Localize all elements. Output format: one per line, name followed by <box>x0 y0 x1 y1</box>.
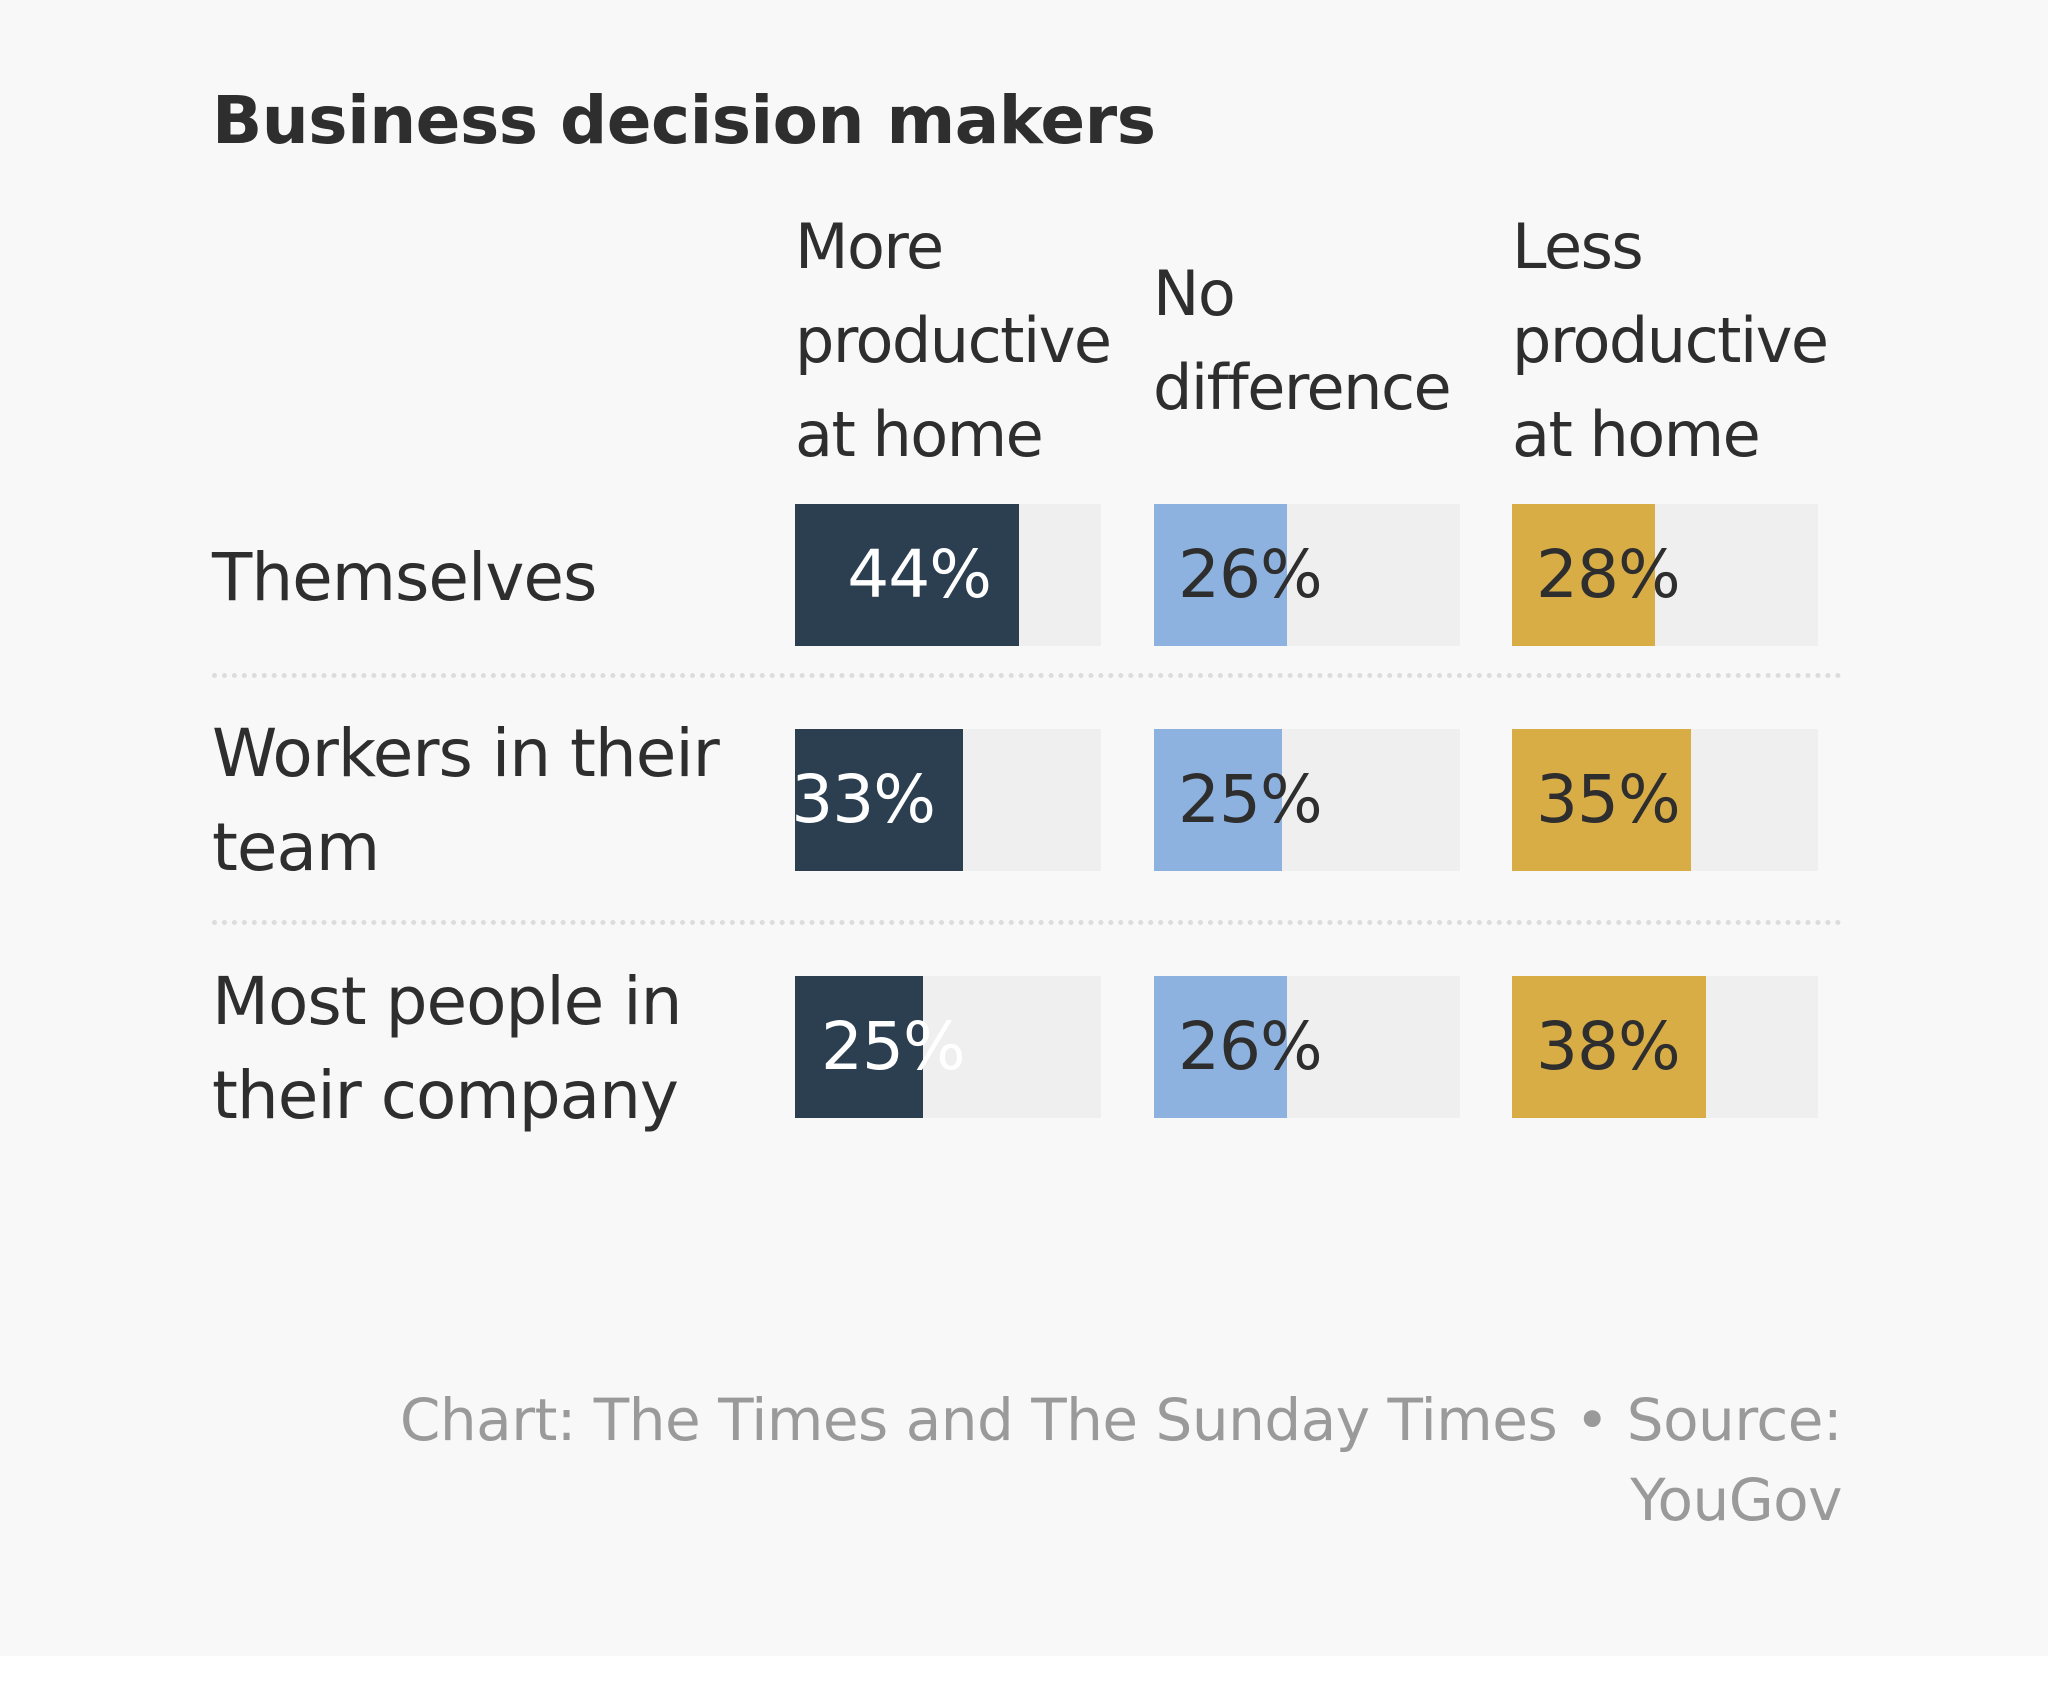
bar <box>795 976 923 1118</box>
bar-track: 25% <box>795 976 1101 1118</box>
bar <box>795 729 963 871</box>
bar-value-label: 25% <box>821 1008 966 1085</box>
bar-track: 35% <box>1512 729 1818 871</box>
bar-track: 28% <box>1512 504 1818 646</box>
bar-value-label: 26% <box>1178 1008 1323 1085</box>
bar <box>1154 976 1287 1118</box>
chart-title: Business decision makers <box>212 82 1156 159</box>
bar <box>1512 976 1706 1118</box>
bar <box>1154 729 1282 871</box>
bar-track: 38% <box>1512 976 1818 1118</box>
bar-track: 33% <box>791 729 1101 871</box>
bar-value-label: 38% <box>1536 1008 1681 1085</box>
column-header-less-productive: Less productive at home <box>1512 210 1829 471</box>
chart-panel: Business decision makers More productive… <box>212 82 1843 1534</box>
row-label-most-people: Most people in their company <box>212 963 682 1134</box>
bar <box>1154 504 1287 646</box>
bar <box>1512 729 1691 871</box>
bar-track: 25% <box>1154 729 1460 871</box>
bar-value-label: 44% <box>847 536 992 613</box>
bar <box>795 504 1019 646</box>
bar-value-label: 33% <box>791 761 936 838</box>
column-header-more-productive: More productive at home <box>795 210 1112 471</box>
bar-track: 26% <box>1154 504 1460 646</box>
bar-value-label: 26% <box>1178 536 1323 613</box>
bar <box>1512 504 1655 646</box>
column-header-no-difference: No difference <box>1153 257 1452 424</box>
bar-value-label: 35% <box>1536 761 1681 838</box>
bar-value-label: 25% <box>1178 761 1323 838</box>
row-label-themselves: Themselves <box>212 539 597 616</box>
bar-value-label: 28% <box>1536 536 1681 613</box>
chart-source-credit: Chart: The Times and The Sunday Times • … <box>399 1386 1843 1534</box>
row-label-workers-in-team: Workers in their team <box>212 715 720 886</box>
bar-track: 44% <box>795 504 1101 646</box>
row-divider <box>212 920 1842 925</box>
bar-track: 26% <box>1154 976 1460 1118</box>
row-divider <box>212 673 1842 678</box>
